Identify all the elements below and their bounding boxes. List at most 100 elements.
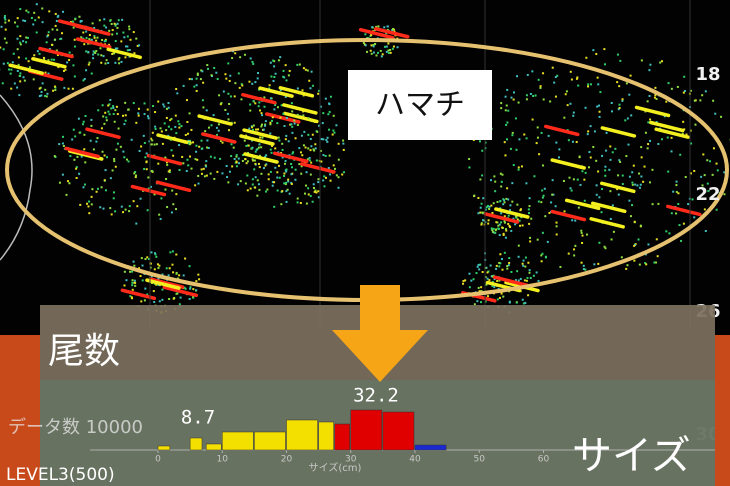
echo-dot	[328, 154, 331, 157]
echo-dot	[158, 284, 161, 287]
echo-dot	[542, 98, 545, 101]
echo-dot	[102, 115, 105, 118]
echo-dot	[296, 197, 299, 200]
echo-dot	[157, 100, 160, 103]
echo-dot	[484, 208, 487, 211]
echo-dot	[217, 123, 220, 126]
echo-dot	[488, 279, 491, 282]
echo-dot	[146, 115, 149, 118]
echo-dot	[498, 296, 501, 299]
echo-dot	[538, 153, 541, 156]
echo-dot	[517, 244, 520, 247]
echo-dot	[124, 114, 127, 117]
echo-dot	[154, 253, 157, 256]
echo-dot	[268, 87, 271, 90]
echo-dot	[322, 179, 325, 182]
echo-dot	[95, 50, 98, 53]
echo-dot	[578, 155, 581, 158]
echo-dot	[14, 21, 17, 24]
sonar-edge	[0, 335, 40, 486]
echo-dot	[492, 274, 495, 277]
echo-dot	[300, 165, 303, 168]
echo-dot	[282, 112, 285, 115]
echo-dot	[508, 224, 511, 227]
echo-dot	[258, 188, 261, 191]
echo-dot	[596, 76, 599, 79]
echo-dot	[226, 176, 229, 179]
echo-dot	[157, 277, 160, 280]
echo-dot	[586, 133, 589, 136]
echo-dot	[274, 72, 277, 75]
echo-dot	[581, 241, 584, 244]
echo-dot	[573, 248, 576, 251]
echo-dot	[646, 147, 649, 150]
echo-dot	[655, 97, 658, 100]
echo-dot	[246, 189, 249, 192]
echo-dot	[522, 302, 525, 305]
echo-dot	[163, 105, 166, 108]
echo-dot	[581, 170, 584, 173]
fish-echo	[258, 86, 294, 98]
sonar-edge	[715, 335, 730, 486]
echo-dot	[228, 79, 231, 82]
fish-echo	[145, 278, 181, 290]
echo-dot	[385, 32, 388, 35]
echo-dot	[507, 222, 510, 225]
echo-dot	[184, 287, 187, 290]
echo-dot	[254, 102, 257, 105]
echo-dot	[200, 172, 203, 175]
echo-dot	[186, 158, 189, 161]
echo-dot	[278, 139, 281, 142]
echo-dot	[195, 77, 198, 80]
echo-dot	[366, 50, 369, 53]
echo-dot	[311, 133, 314, 136]
echo-dot	[482, 197, 485, 200]
echo-dot	[575, 141, 578, 144]
echo-dot	[675, 180, 678, 183]
echo-dot	[167, 106, 170, 109]
echo-dot	[233, 121, 236, 124]
echo-dot	[144, 156, 147, 159]
echo-dot	[649, 63, 652, 66]
echo-dot	[176, 92, 179, 95]
echo-dot	[504, 154, 507, 157]
echo-dot	[247, 144, 250, 147]
echo-dot	[598, 104, 601, 107]
echo-dot	[117, 19, 120, 22]
echo-dot	[234, 82, 237, 85]
echo-dot	[168, 267, 171, 270]
echo-dot	[670, 87, 673, 90]
echo-dot	[40, 94, 43, 97]
echo-dot	[329, 95, 332, 98]
echo-dot	[481, 174, 484, 177]
echo-dot	[503, 215, 506, 218]
echo-dot	[617, 174, 620, 177]
echo-dot	[277, 136, 280, 139]
echo-dot	[114, 47, 117, 50]
echo-dot	[100, 61, 103, 64]
echo-dot	[287, 180, 290, 183]
echo-dot	[682, 91, 685, 94]
echo-dot	[53, 58, 56, 61]
echo-dot	[198, 145, 201, 148]
echo-dot	[25, 41, 28, 44]
echo-dot	[278, 176, 281, 179]
echo-dot	[93, 36, 96, 39]
echo-dot	[90, 118, 93, 121]
echo-dot	[680, 239, 683, 242]
echo-dot	[604, 174, 607, 177]
echo-dot	[108, 103, 111, 106]
echo-dot	[67, 180, 70, 183]
echo-dot	[38, 52, 41, 55]
echo-dot	[111, 169, 114, 172]
echo-dot	[195, 289, 198, 292]
echo-dot	[241, 84, 244, 87]
echo-dot	[576, 178, 579, 181]
echo-dot	[139, 197, 142, 200]
echo-dot	[251, 82, 254, 85]
echo-dot	[670, 136, 673, 139]
echo-dot	[231, 165, 234, 168]
fish-echo	[544, 124, 580, 137]
echo-dot	[523, 279, 526, 282]
